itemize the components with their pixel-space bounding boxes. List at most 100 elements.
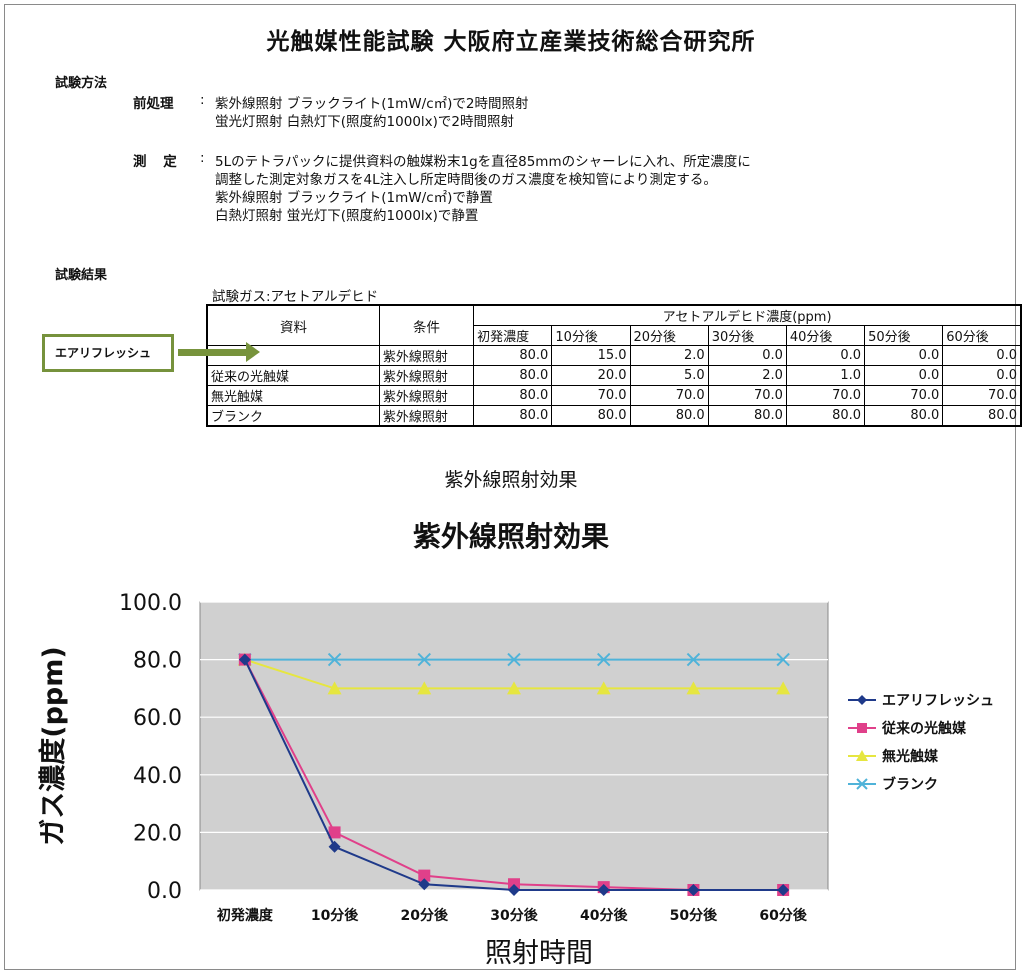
- cell-value: 70.0: [942, 385, 1022, 406]
- cell-condition: 紫外線照射: [378, 405, 475, 427]
- legend-label: 従来の光触媒: [881, 720, 967, 737]
- cell-value: 70.0: [864, 385, 944, 406]
- legend-marker: [856, 750, 868, 761]
- results-table: 資料 条件 アセトアルデヒド濃度(ppm) 初発濃度 10分後 20分後 30分…: [206, 304, 1022, 427]
- y-tick-label: 80.0: [133, 649, 182, 674]
- cell-value: 2.0: [629, 345, 709, 366]
- cell-value: 0.0: [942, 365, 1022, 386]
- header-material: 資料: [206, 304, 380, 346]
- header-time: 30分後: [707, 325, 787, 346]
- measure-line-3: 紫外線照射 ブラックライト(1mW/c㎡)で静置: [215, 190, 493, 206]
- measure-line-1: 5Lのテトラパックに提供資料の触媒粉末1gを直径85mmのシャーレに入れ、所定濃…: [215, 154, 751, 170]
- header-time: 50分後: [864, 325, 944, 346]
- header-time: 初発濃度: [473, 325, 553, 346]
- cell-value: 80.0: [473, 405, 553, 427]
- cell-value: 0.0: [864, 345, 944, 366]
- cell-material: 無光触媒: [206, 385, 380, 406]
- legend-label: 無光触媒: [882, 748, 939, 765]
- cell-value: 80.0: [864, 405, 944, 427]
- cell-value: 70.0: [551, 385, 631, 406]
- page-title: 光触媒性能試験 大阪府立産業技術総合研究所: [266, 29, 756, 55]
- cell-value: 70.0: [785, 385, 866, 406]
- cell-value: 20.0: [551, 365, 631, 386]
- measure-key: 測 定: [133, 154, 183, 170]
- cell-condition: 紫外線照射: [378, 365, 475, 386]
- legend-label: エアリフレッシュ: [882, 693, 994, 709]
- y-axis-label: ガス濃度(ppm): [37, 646, 69, 845]
- header-time: 40分後: [785, 325, 866, 346]
- x-tick-label: 10分後: [311, 907, 359, 924]
- y-tick-label: 100.0: [119, 591, 182, 616]
- data-point: [508, 884, 520, 896]
- data-point: [777, 884, 790, 896]
- cell-value: 80.0: [629, 405, 709, 427]
- cell-value: 70.0: [707, 385, 787, 406]
- results-label: 試験結果: [55, 268, 108, 283]
- data-point: [686, 652, 701, 667]
- measure-colon: :: [200, 150, 205, 166]
- cell-value: 15.0: [551, 345, 631, 366]
- legend-marker: [857, 723, 867, 733]
- table-row: ブランク 紫外線照射 80.0 80.0 80.0 80.0 80.0 80.0…: [206, 405, 1022, 427]
- cell-value: 0.0: [707, 345, 787, 366]
- page-frame: [4, 4, 1016, 970]
- cell-value: 1.0: [785, 365, 866, 386]
- header-time: 20分後: [629, 325, 709, 346]
- header-condition: 条件: [378, 304, 475, 346]
- cell-value: 80.0: [473, 365, 553, 386]
- x-tick-label: 50分後: [670, 907, 718, 924]
- cell-value: 80.0: [942, 405, 1022, 427]
- plot-area: [199, 601, 829, 891]
- header-time: 10分後: [551, 325, 631, 346]
- header-time: 60分後: [942, 325, 1022, 346]
- x-axis-label: 照射時間: [485, 938, 593, 969]
- line-chart: 0.0 20.0 40.0 60.0 80.0 100.0 初発濃度 10分後 20分後 30分後…: [37, 591, 994, 969]
- measure-line-2: 調整した測定対象ガスを4L注入し所定時間後のガス濃度を検知管により測定する。: [215, 172, 717, 188]
- y-tick-label: 40.0: [133, 764, 182, 789]
- data-point: [327, 681, 342, 695]
- data-point: [328, 826, 341, 839]
- table-row: 無光触媒 紫外線照射 80.0 70.0 70.0 70.0 70.0 70.0…: [206, 385, 1022, 406]
- data-point: [418, 869, 431, 882]
- x-tick-label: 30分後: [490, 907, 538, 924]
- y-tick-label: 60.0: [133, 706, 182, 731]
- data-point: [417, 652, 431, 667]
- data-point: [507, 652, 521, 667]
- measure-line-4: 白熱灯照射 蛍光灯下(照度約1000lx)で静置: [215, 208, 479, 224]
- header-concentration: アセトアルデヒド濃度(ppm): [473, 304, 1022, 326]
- cell-value: 70.0: [629, 385, 709, 406]
- data-point: [686, 681, 701, 695]
- chart-title: 紫外線照射効果: [412, 520, 609, 553]
- product-callout: エアリフレッシュ: [42, 334, 174, 372]
- method-label: 試験方法: [55, 76, 108, 91]
- cell-value: 80.0: [707, 405, 787, 427]
- cell-value: 2.0: [707, 365, 787, 386]
- y-tick-label: 20.0: [133, 821, 182, 846]
- y-tick-label: 0.0: [147, 879, 182, 904]
- x-tick-label: 初発濃度: [217, 907, 274, 924]
- cell-value: 80.0: [473, 345, 553, 366]
- legend-label: ブランク: [882, 776, 938, 793]
- data-point: [597, 884, 610, 896]
- data-point: [776, 652, 790, 667]
- x-tick-label: 20分後: [401, 907, 449, 924]
- data-point: [507, 681, 521, 695]
- pre-line-1: 紫外線照射 ブラックライト(1mW/c㎡)で2時間照射: [215, 96, 529, 112]
- data-point: [418, 878, 431, 891]
- pre-line-2: 蛍光灯照射 白熱灯下(照度約1000lx)で2時間照射: [215, 114, 515, 130]
- data-point: [417, 681, 432, 695]
- data-point: [327, 652, 342, 667]
- callout-arrow-shaft: [178, 349, 248, 356]
- cell-material: ブランク: [206, 405, 380, 427]
- cell-value: 0.0: [785, 345, 866, 366]
- x-tick-label: 60分後: [759, 907, 807, 924]
- cell-value: 0.0: [864, 365, 944, 386]
- data-point: [238, 653, 251, 666]
- cell-value: 5.0: [629, 365, 709, 386]
- data-point: [597, 652, 611, 667]
- cell-condition: 紫外線照射: [378, 385, 475, 406]
- data-point: [328, 840, 341, 853]
- table-row: 紫外線照射 80.0 15.0 2.0 0.0 0.0 0.0 0.0: [206, 345, 1022, 366]
- cell-value: 80.0: [551, 405, 631, 427]
- cell-value: 0.0: [942, 345, 1022, 366]
